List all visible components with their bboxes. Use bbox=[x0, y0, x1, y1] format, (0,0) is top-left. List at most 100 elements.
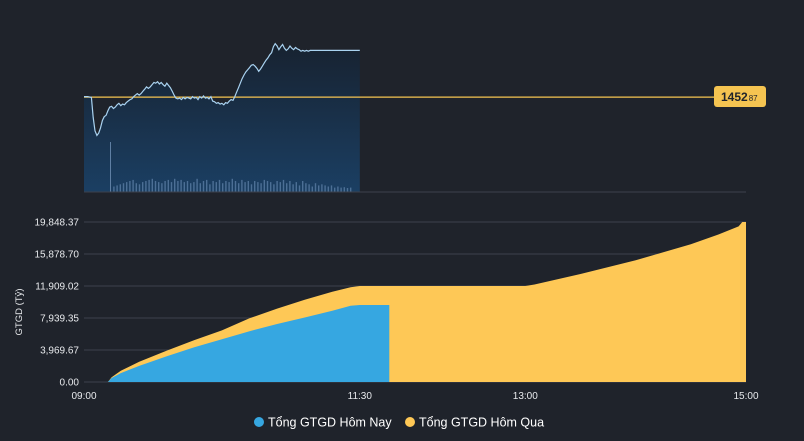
index-line bbox=[84, 42, 360, 137]
volume-bar bbox=[318, 185, 320, 192]
volume-bar bbox=[135, 183, 137, 192]
x-tick-label: 15:00 bbox=[733, 391, 758, 402]
volume-bar bbox=[122, 183, 125, 192]
volume-bar bbox=[254, 181, 256, 192]
volume-bar bbox=[346, 188, 349, 192]
volume-bar bbox=[119, 184, 121, 192]
volume-bar bbox=[324, 185, 326, 192]
volume-bar bbox=[311, 186, 313, 192]
volume-bar bbox=[350, 187, 352, 192]
volume-bar bbox=[305, 183, 307, 192]
volume-bar bbox=[330, 185, 333, 192]
legend-swatch-today bbox=[254, 417, 264, 427]
volume-bar bbox=[132, 179, 134, 192]
x-tick-label: 13:00 bbox=[513, 391, 538, 402]
volume-bar bbox=[129, 181, 131, 192]
volume-bar bbox=[238, 183, 240, 192]
legend-label-yesterday: Tổng GTGD Hôm Qua bbox=[419, 416, 544, 430]
volume-bar bbox=[186, 181, 189, 192]
y-tick-label: 7,939.35 bbox=[40, 314, 79, 325]
volume-bar bbox=[215, 182, 217, 192]
volume-bars bbox=[110, 142, 352, 192]
reference-value-dec: 87 bbox=[749, 94, 758, 103]
volume-bar bbox=[202, 181, 205, 192]
legend-item-yesterday[interactable]: Tổng GTGD Hôm Qua bbox=[405, 416, 544, 430]
volume-bar bbox=[170, 182, 173, 192]
volume-bar bbox=[257, 182, 259, 192]
volume-bar bbox=[314, 183, 317, 192]
volume-bar bbox=[282, 179, 285, 192]
volume-bar bbox=[177, 181, 179, 192]
volume-bar bbox=[327, 186, 329, 192]
volume-bar bbox=[241, 179, 243, 192]
volume-bar bbox=[231, 178, 233, 192]
legend: Tổng GTGD Hôm Nay Tổng GTGD Hôm Qua bbox=[254, 416, 544, 430]
volume-bar bbox=[116, 185, 118, 192]
volume-bar bbox=[321, 184, 323, 192]
y-tick-label: 19,848.37 bbox=[35, 218, 80, 229]
value-chart: 0.00 3,969.67 7,939.35 11,909.02 15,878.70 19… bbox=[14, 218, 759, 403]
volume-bar bbox=[180, 179, 182, 192]
y-tick-label: 0.00 bbox=[60, 378, 80, 389]
volume-bar bbox=[145, 181, 147, 192]
index-area bbox=[84, 43, 360, 193]
volume-bar bbox=[206, 179, 208, 192]
volume-bar bbox=[222, 183, 224, 192]
reference-value-int: 1452 bbox=[721, 90, 748, 104]
volume-bar bbox=[298, 185, 301, 192]
volume-bar bbox=[292, 184, 294, 192]
volume-bar bbox=[340, 187, 342, 192]
volume-bar bbox=[190, 183, 192, 192]
volume-bar bbox=[193, 182, 195, 192]
volume-bar bbox=[286, 183, 288, 192]
reference-badge-bg bbox=[714, 86, 766, 107]
volume-bar bbox=[218, 179, 221, 192]
volume-bar bbox=[308, 184, 310, 192]
volume-bar bbox=[225, 181, 227, 192]
x-tick-label: 09:00 bbox=[71, 391, 96, 402]
volume-bar bbox=[244, 182, 246, 192]
volume-bar bbox=[273, 184, 275, 192]
legend-swatch-yesterday bbox=[405, 417, 415, 427]
volume-bar bbox=[266, 181, 269, 192]
volume-bar bbox=[334, 187, 336, 192]
index-chart: 145287 bbox=[84, 42, 766, 193]
volume-bar bbox=[158, 182, 160, 192]
x-tick-label: 11:30 bbox=[348, 391, 373, 402]
volume-bar bbox=[154, 181, 157, 192]
volume-bar bbox=[279, 182, 281, 192]
volume-bar bbox=[138, 184, 141, 192]
volume-bar bbox=[148, 179, 150, 192]
volume-bar bbox=[183, 182, 185, 192]
volume-bar bbox=[113, 186, 115, 192]
volume-bar bbox=[270, 182, 272, 192]
area-today bbox=[107, 305, 390, 382]
volume-bar bbox=[151, 178, 153, 192]
y-tick-label: 11,909.02 bbox=[35, 282, 79, 293]
volume-bar bbox=[337, 186, 339, 192]
volume-bar bbox=[164, 181, 166, 192]
reference-badge-label: 145287 bbox=[721, 90, 758, 104]
volume-bar bbox=[110, 142, 111, 192]
volume-bar bbox=[161, 183, 163, 192]
x-axis-ticks: 09:00 11:30 13:00 15:00 bbox=[71, 391, 758, 402]
volume-bar bbox=[234, 181, 237, 192]
volume-bar bbox=[289, 181, 291, 192]
legend-item-today[interactable]: Tổng GTGD Hôm Nay bbox=[254, 416, 392, 430]
volume-bar bbox=[228, 182, 230, 192]
volume-bar bbox=[276, 181, 278, 192]
y-axis-label: GTGD (Tỷ) bbox=[14, 289, 25, 336]
volume-bar bbox=[209, 184, 211, 192]
legend-label-today: Tổng GTGD Hôm Nay bbox=[268, 416, 392, 430]
volume-bar bbox=[247, 181, 249, 192]
volume-bar bbox=[167, 179, 169, 192]
volume-bar bbox=[295, 182, 297, 192]
volume-bar bbox=[126, 182, 128, 192]
volume-bar bbox=[196, 178, 198, 192]
reference-badge: 145287 bbox=[714, 86, 766, 107]
volume-bar bbox=[302, 181, 304, 192]
volume-bar bbox=[263, 179, 265, 192]
volume-bar bbox=[212, 181, 214, 192]
y-tick-label: 15,878.70 bbox=[35, 250, 80, 261]
